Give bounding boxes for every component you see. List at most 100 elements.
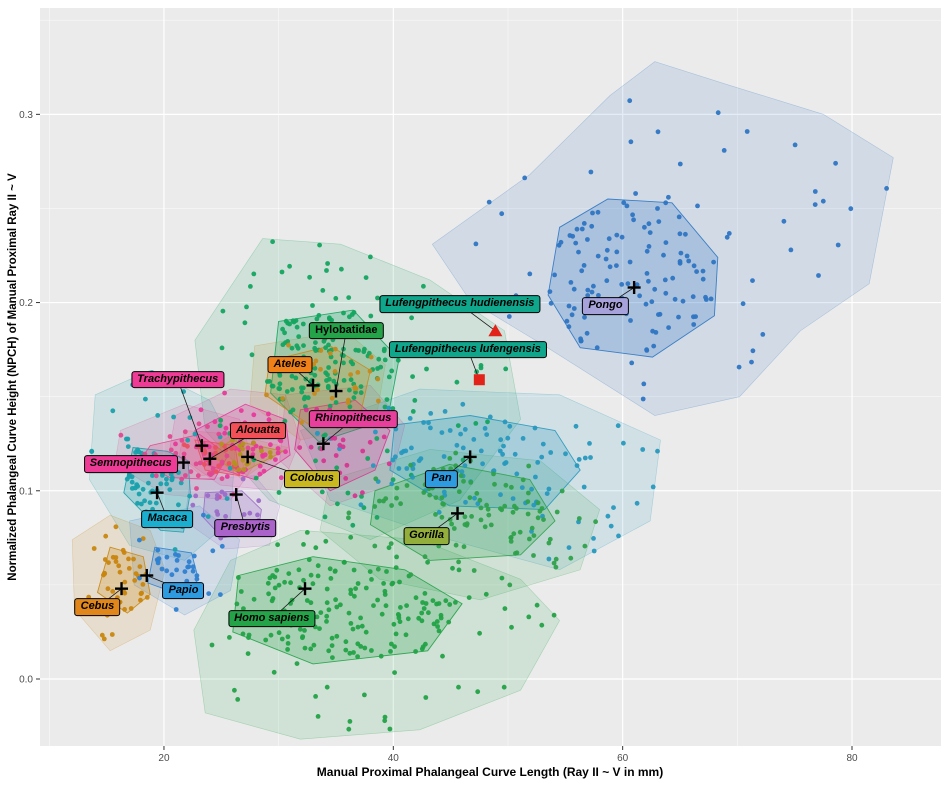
scatter-point <box>656 219 662 225</box>
scatter-point <box>290 318 296 324</box>
scatter-point <box>313 545 319 551</box>
scatter-point <box>377 498 382 504</box>
scatter-point <box>324 619 329 624</box>
scatter-point <box>324 378 329 383</box>
scatter-point <box>372 504 378 509</box>
y-tick-label: 0.2 <box>19 298 33 309</box>
scatter-point <box>271 424 277 430</box>
scatter-point <box>263 637 269 643</box>
scatter-point <box>299 420 304 426</box>
scatter-point <box>484 502 489 508</box>
scatter-point <box>385 415 391 421</box>
scatter-point <box>520 477 526 483</box>
scatter-point <box>198 407 204 413</box>
scatter-point <box>691 263 697 269</box>
scatter-point <box>686 258 692 264</box>
scatter-point <box>324 586 330 592</box>
scatter-point <box>282 579 287 585</box>
scatter-point <box>373 476 379 482</box>
scatter-point <box>666 325 671 330</box>
scatter-point <box>375 295 380 301</box>
scatter-point <box>288 622 294 628</box>
scatter-point <box>359 494 364 499</box>
scatter-point <box>368 332 374 337</box>
scatter-point <box>280 326 285 332</box>
scatter-point <box>427 492 433 498</box>
scatter-point <box>300 385 306 391</box>
scatter-point <box>539 454 545 460</box>
scatter-point <box>404 603 409 608</box>
scatter-point <box>307 379 313 385</box>
scatter-point <box>428 411 434 416</box>
scatter-point <box>219 459 225 465</box>
scatter-point <box>708 296 714 302</box>
scatter-point <box>324 684 330 690</box>
scatter-point <box>328 576 334 581</box>
scatter-point <box>361 505 367 511</box>
scatter-point <box>192 431 198 437</box>
scatter-point <box>138 597 143 603</box>
scatter-point <box>539 622 545 628</box>
scatter-point <box>455 423 461 428</box>
scatter-point <box>421 490 427 495</box>
scatter-point <box>299 389 305 395</box>
scatter-point <box>391 621 397 627</box>
scatter-point <box>140 536 146 541</box>
scatter-point <box>169 572 175 578</box>
scatter-point <box>341 559 347 565</box>
scatter-point <box>190 564 196 570</box>
scatter-point <box>363 275 369 280</box>
scatter-point <box>305 395 311 401</box>
scatter-point <box>238 434 244 440</box>
scatter-point <box>131 556 136 562</box>
scatter-point <box>118 432 124 438</box>
scatter-point <box>278 438 284 444</box>
scatter-point <box>382 357 388 363</box>
scatter-point <box>574 463 580 468</box>
scatter-point <box>606 236 612 242</box>
scatter-point <box>514 471 520 477</box>
scatter-point <box>238 589 244 594</box>
scatter-point <box>365 456 371 461</box>
scatter-point <box>833 160 838 166</box>
scatter-point <box>187 493 193 499</box>
centroid-marker-trachypithecus <box>195 439 209 453</box>
scatter-point <box>147 500 153 505</box>
scatter-point <box>615 304 620 310</box>
scatter-point <box>168 447 174 453</box>
scatter-point <box>358 615 363 621</box>
scatter-point <box>677 259 683 264</box>
scatter-point <box>274 567 280 573</box>
scatter-point <box>413 649 418 654</box>
scatter-point <box>611 505 616 510</box>
scatter-point <box>349 312 355 317</box>
scatter-point <box>246 635 251 640</box>
scatter-point <box>353 389 358 395</box>
scatter-point <box>265 527 270 533</box>
scatter-point <box>553 564 559 570</box>
scatter-point <box>345 397 351 403</box>
scatter-point <box>433 495 439 500</box>
scatter-point <box>168 471 174 477</box>
scatter-point <box>313 458 318 464</box>
scatter-point <box>242 320 248 326</box>
scatter-point <box>333 453 339 458</box>
scatter-point <box>637 293 642 299</box>
scatter-point <box>453 542 459 548</box>
scatter-point <box>171 414 177 420</box>
scatter-point <box>419 610 425 616</box>
scatter-point <box>471 437 477 442</box>
y-tick-label: 0.0 <box>19 674 33 685</box>
scatter-point <box>421 283 426 289</box>
scatter-point <box>220 308 226 314</box>
scatter-point <box>369 648 374 653</box>
scatter-point <box>507 423 513 429</box>
scatter-point <box>389 368 395 374</box>
scatter-point <box>629 360 635 366</box>
scatter-point <box>379 611 385 617</box>
x-tick-label: 60 <box>617 753 629 764</box>
scatter-point <box>478 505 484 511</box>
scatter-point <box>509 624 514 630</box>
scatter-point <box>212 419 218 425</box>
scatter-point <box>296 567 302 573</box>
